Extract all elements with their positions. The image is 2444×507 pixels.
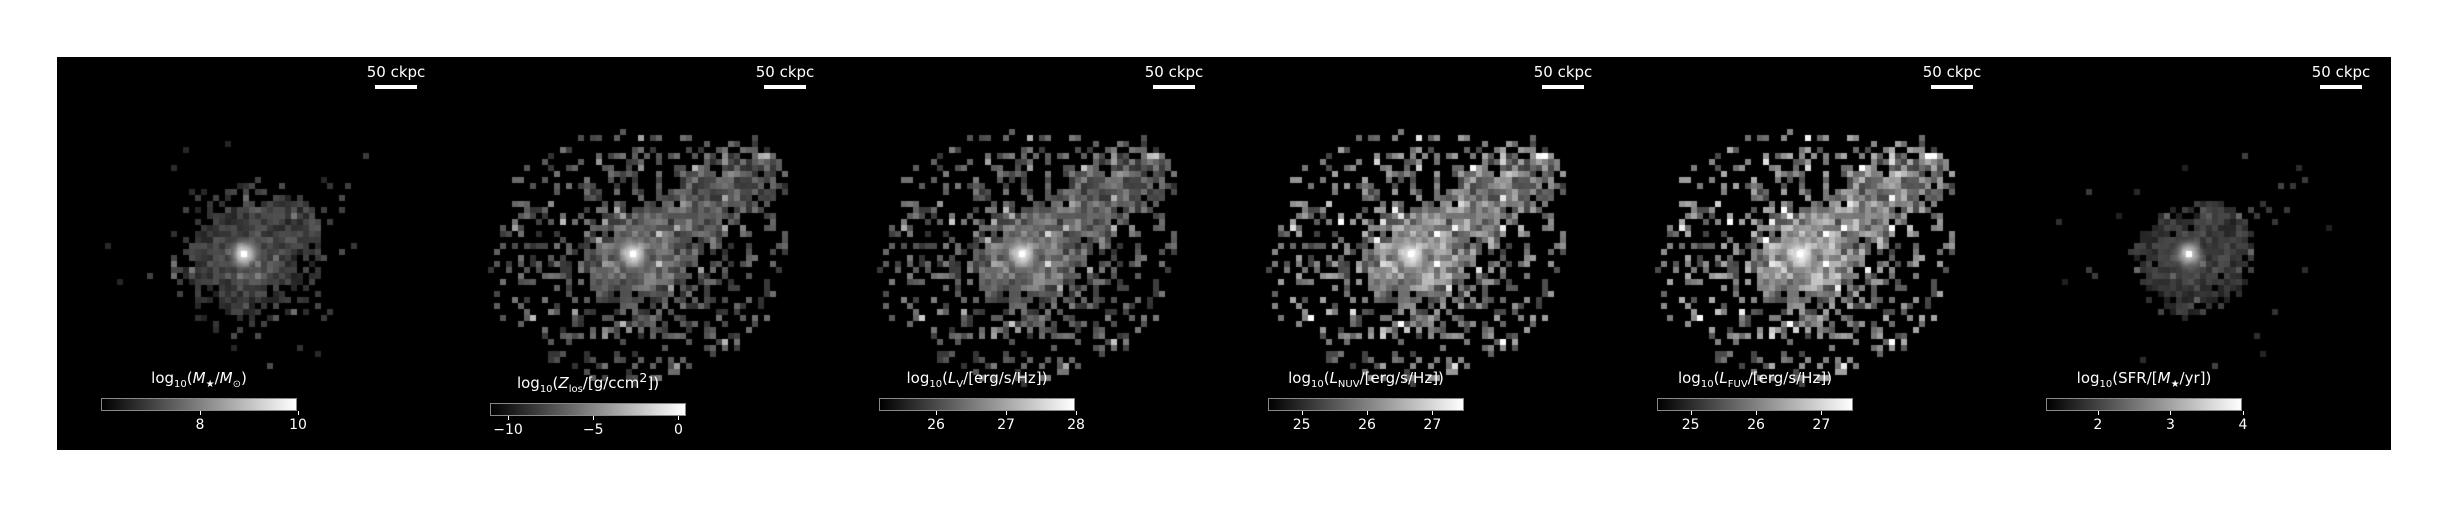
scale-bar-line (375, 85, 417, 89)
scale-bar: 50 ckpc (366, 63, 426, 89)
scale-bar-label: 50 ckpc (2311, 63, 2371, 81)
colorbar: log10(LFUV/[erg/s/Hz]) 25 26 27 (1657, 369, 1853, 433)
colorbar: log10(LV/[erg/s/Hz]) 26 27 28 (879, 369, 1085, 433)
colorbar-tick-label: 8 (195, 417, 205, 433)
scale-bar: 50 ckpc (755, 63, 815, 89)
colorbar-tick-label: 25 (1681, 417, 1700, 433)
colorbar-tick (508, 416, 510, 420)
colorbar-tick (678, 416, 680, 420)
scale-bar-label: 50 ckpc (1533, 63, 1593, 81)
scale-bar: 50 ckpc (1144, 63, 1204, 89)
colorbar-tick-label: 2 (2093, 417, 2103, 433)
map-image-metallicity (446, 57, 835, 450)
map-image-nuv-luminosity (1224, 57, 1613, 450)
colorbar-tick (1690, 411, 1692, 415)
scale-bar-line (2320, 85, 2362, 89)
colorbar-label: log10(LFUV/[erg/s/Hz]) (1677, 369, 1833, 390)
colorbar-tick (1006, 411, 1007, 415)
scale-bar-label: 50 ckpc (755, 63, 815, 81)
colorbar: log10(Zlos/[g/ccm2]) −10 −5 0 (490, 369, 686, 438)
colorbar-label: log10(LNUV/[erg/s/Hz]) (1288, 369, 1444, 390)
map-panel-v-band-luminosity: 50 ckpc log10(LV/[erg/s/Hz]) 26 27 28 (835, 57, 1224, 450)
scale-bar-label: 50 ckpc (1922, 63, 1982, 81)
colorbar-gradient: 25 26 27 (1268, 398, 1464, 433)
colorbar-tick (2243, 411, 2244, 415)
scale-bar-line (1153, 85, 1195, 89)
colorbar-tick-label: 28 (1067, 417, 1085, 433)
colorbar-tick-label: −5 (582, 422, 604, 438)
colorbar-tick-label: 26 (927, 417, 945, 433)
colorbar: log10(M★/M⊙) 8 10 (101, 369, 307, 433)
scale-bar-line (1931, 85, 1973, 89)
map-panel-star-formation-rate: 50 ckpc log10(SFR/[M★/yr]) 2 3 4 (2002, 57, 2391, 450)
map-panel-nuv-luminosity: 50 ckpc log10(LNUV/[erg/s/Hz]) 25 26 27 (1224, 57, 1613, 450)
colorbar-tick-label: 26 (1358, 417, 1376, 433)
colorbar: log10(LNUV/[erg/s/Hz]) 25 26 27 (1268, 369, 1464, 433)
colorbar-label: log10(LV/[erg/s/Hz]) (906, 369, 1048, 390)
colorbar-gradient: 2 3 4 (2046, 398, 2247, 433)
map-image-star-formation-rate (2002, 57, 2391, 450)
colorbar-gradient: 8 10 (101, 398, 307, 433)
colorbar-tick (936, 411, 937, 415)
colorbar-label: log10(M★/M⊙) (151, 369, 247, 390)
colorbar-label: log10(SFR/[M★/yr]) (2076, 369, 2212, 390)
colorbar-tick (2170, 411, 2172, 415)
colorbar-tick (1821, 411, 1823, 415)
colorbar-tick-label: 3 (2165, 417, 2175, 433)
colorbar-gradient: 26 27 28 (879, 398, 1085, 433)
colorbar-tick (298, 411, 299, 415)
colorbar-label: log10(Zlos/[g/ccm2]) (516, 370, 660, 395)
colorbar-tick-label: 27 (997, 417, 1015, 433)
colorbar-tick-label: 27 (1423, 417, 1442, 433)
colorbar-tick (1432, 411, 1434, 415)
map-panel-stellar-mass: 50 ckpc log10(M★/M⊙) 8 10 (57, 57, 446, 450)
map-image-fuv-luminosity (1613, 57, 2002, 450)
colorbar-tick (200, 411, 201, 415)
scale-bar: 50 ckpc (1922, 63, 1982, 89)
colorbar-tick-label: 27 (1812, 417, 1831, 433)
scale-bar-label: 50 ckpc (1144, 63, 1204, 81)
colorbar-tick-label: 4 (2238, 417, 2248, 433)
map-panel-metallicity: 50 ckpc log10(Zlos/[g/ccm2]) −10 −5 0 (446, 57, 835, 450)
colorbar-gradient: 25 26 27 (1657, 398, 1853, 433)
colorbar-tick (593, 416, 595, 420)
scale-bar-label: 50 ckpc (366, 63, 426, 81)
colorbar: log10(SFR/[M★/yr]) 2 3 4 (2046, 369, 2247, 433)
map-image-v-band-luminosity (835, 57, 1224, 450)
map-panel-fuv-luminosity: 50 ckpc log10(LFUV/[erg/s/Hz]) 25 26 27 (1613, 57, 2002, 450)
colorbar-tick-label: 10 (289, 417, 307, 433)
scale-bar-line (1542, 85, 1584, 89)
colorbar-tick (1367, 411, 1368, 415)
colorbar-tick-label: 26 (1747, 417, 1765, 433)
scale-bar: 50 ckpc (2311, 63, 2371, 89)
colorbar-tick (1756, 411, 1757, 415)
scale-bar: 50 ckpc (1533, 63, 1593, 89)
colorbar-tick (2097, 411, 2099, 415)
colorbar-gradient: −10 −5 0 (490, 403, 686, 438)
colorbar-tick-label: 0 (674, 422, 683, 438)
scale-bar-line (764, 85, 806, 89)
colorbar-tick-label: −10 (493, 422, 523, 438)
colorbar-tick-label: 25 (1292, 417, 1311, 433)
map-image-stellar-mass (57, 57, 446, 450)
colorbar-tick (1076, 411, 1077, 415)
map-panel-strip: 50 ckpc log10(M★/M⊙) 8 10 50 ckpc log10(Zlos/… (57, 57, 2391, 450)
colorbar-tick (1301, 411, 1303, 415)
